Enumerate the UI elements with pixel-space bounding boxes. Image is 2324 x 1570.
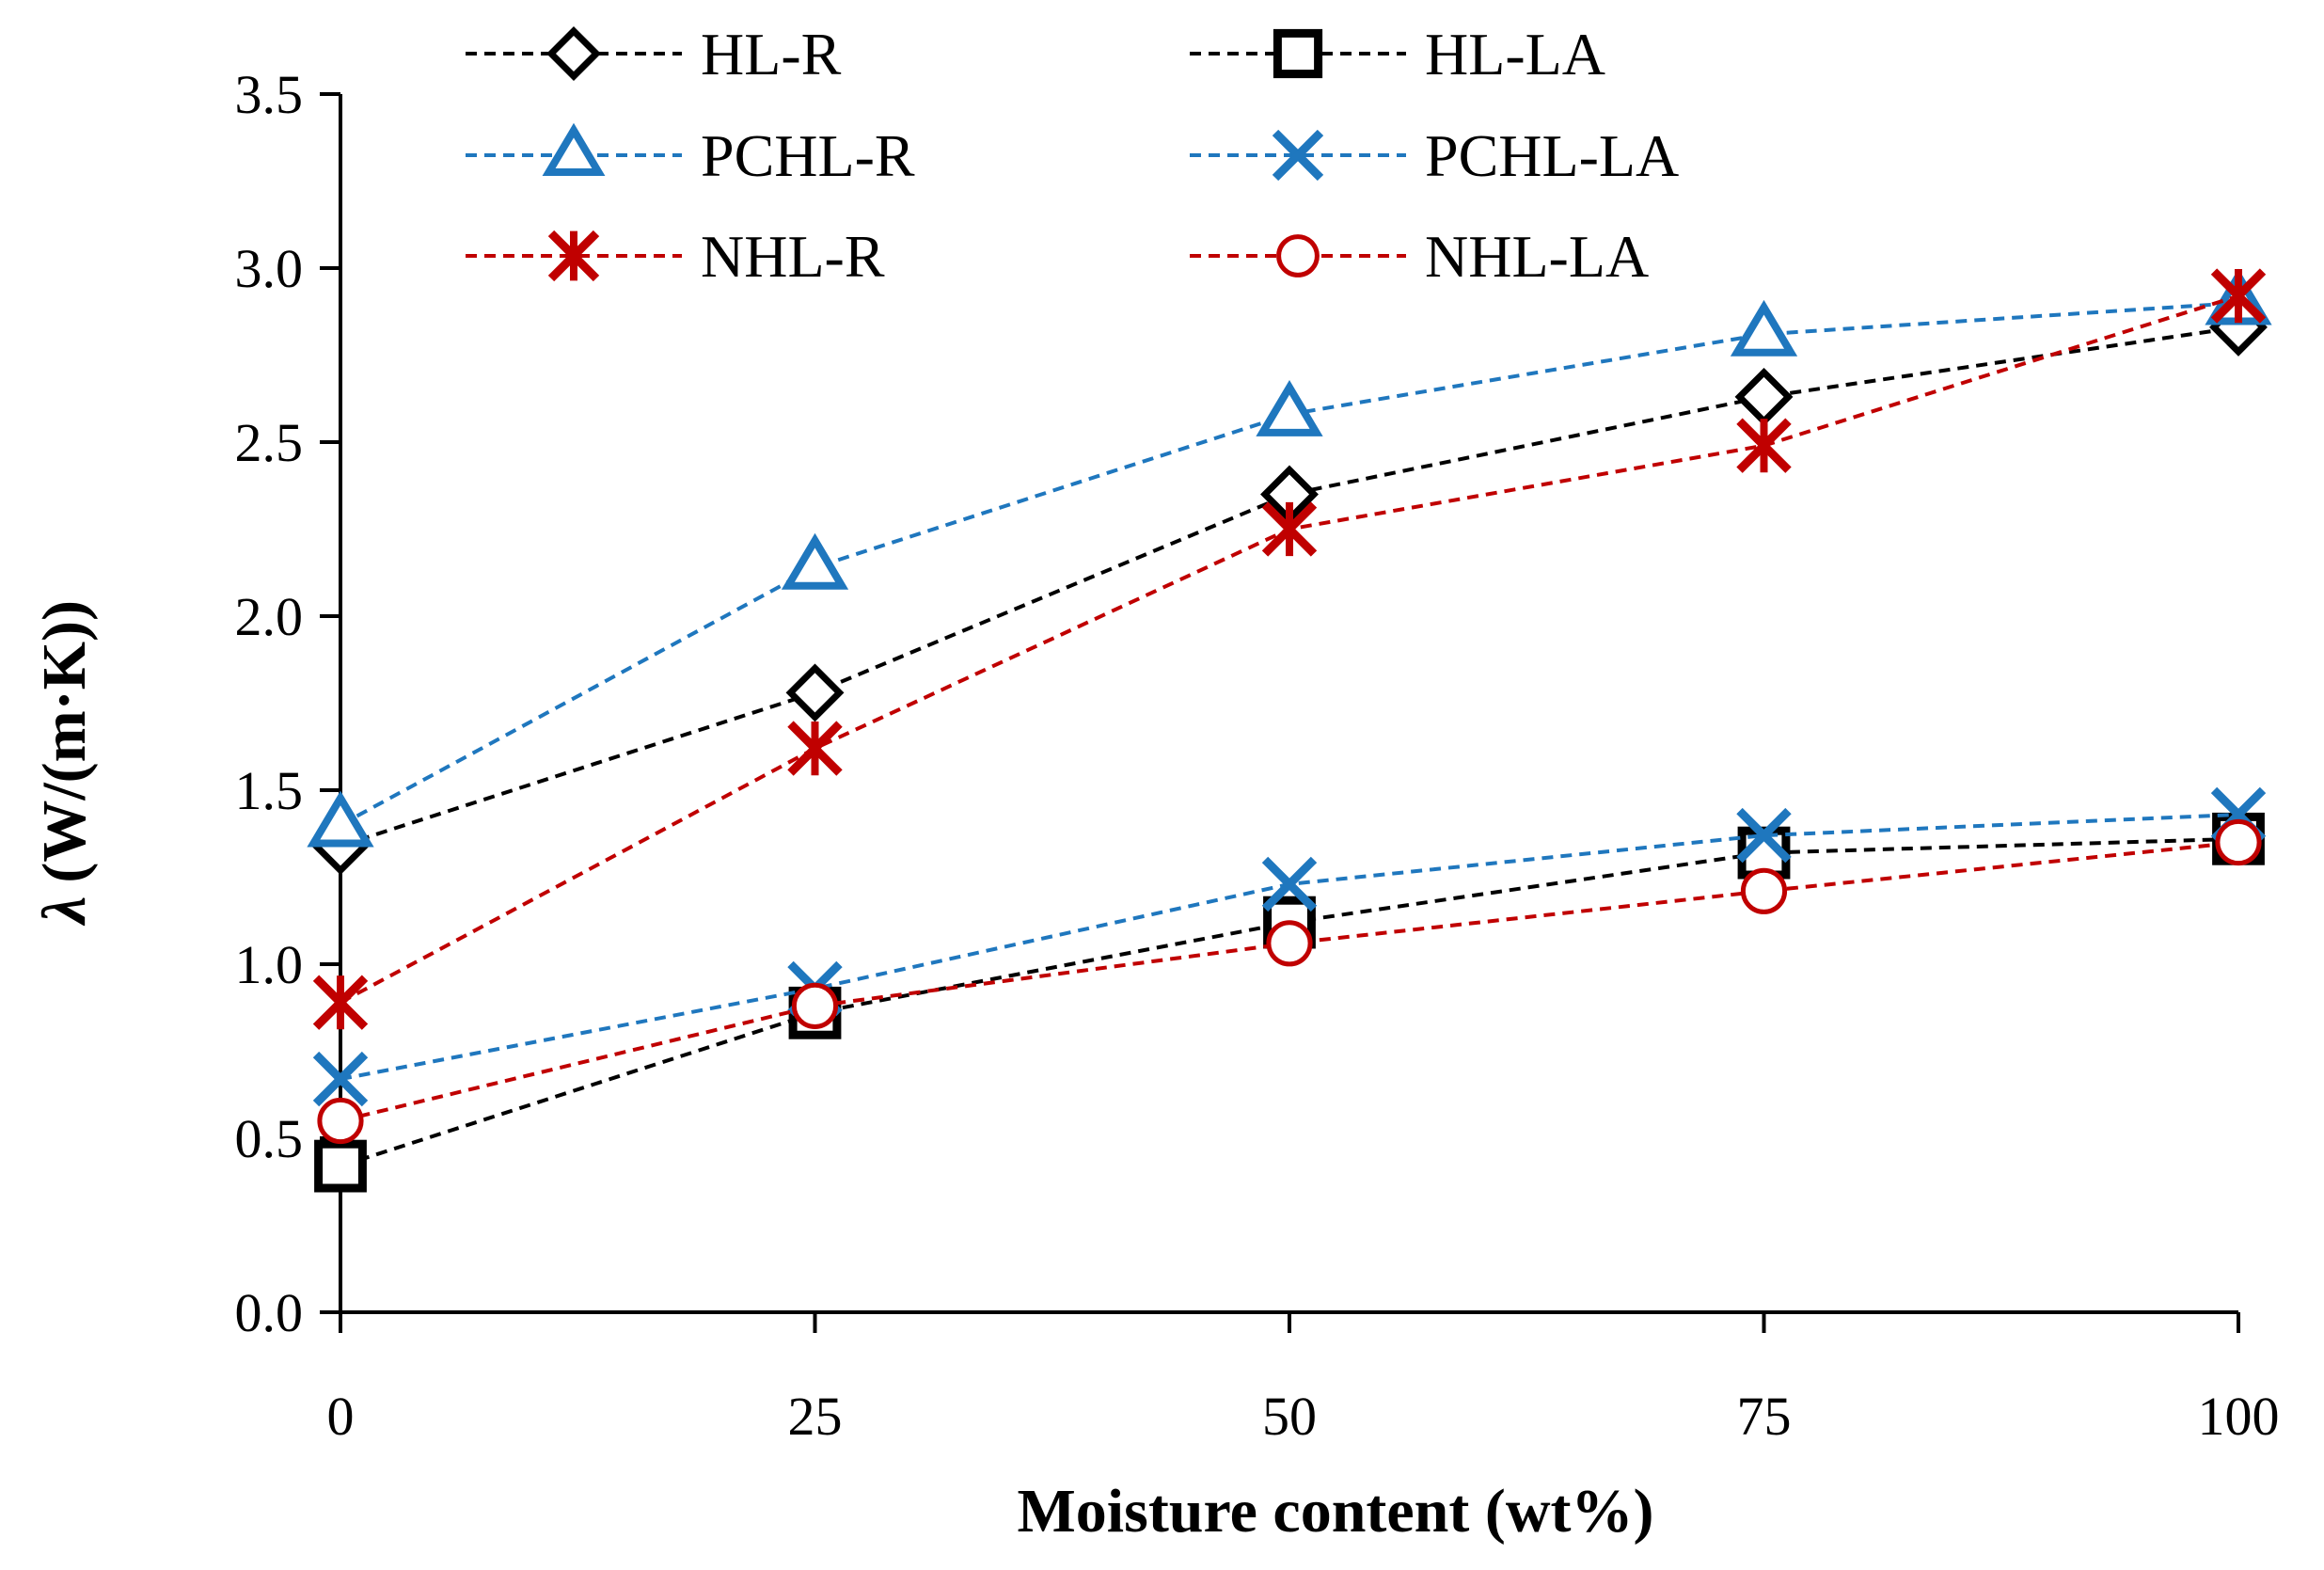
legend: HL-R HL-LA PCHL-R PCHL-LA NHL-R NHL-LA — [466, 21, 1679, 290]
legend-item-nhl-la: NHL-LA — [1190, 223, 1649, 290]
data-point-pchl-r — [1256, 379, 1323, 436]
legend-item-hl-la: HL-LA — [1190, 21, 1605, 87]
series-hl-la — [314, 812, 2265, 1193]
y-axis-title-unit: (W/(m·K)) — [30, 600, 99, 883]
legend-label: HL-R — [701, 21, 842, 87]
legend-item-pchl-r: PCHL-R — [466, 122, 915, 189]
legend-marker — [1272, 129, 1324, 182]
y-tick-label: 0.5 — [235, 1108, 304, 1169]
legend-marker — [542, 122, 606, 176]
data-point-hl-r — [785, 663, 845, 722]
legend-item-hl-r: HL-R — [466, 21, 842, 87]
data-point-pchl-r — [781, 532, 849, 590]
data-point-nhl-r — [1736, 418, 1792, 473]
y-tick-label: 3.0 — [235, 238, 304, 299]
data-point-pchl-la — [1261, 856, 1318, 912]
series-pchl-r — [307, 268, 2272, 848]
y-tick-label: 3.5 — [235, 64, 304, 125]
x-tick-label: 50 — [1262, 1386, 1317, 1447]
y-tick-label: 1.5 — [235, 760, 304, 821]
data-point-nhl-la — [317, 1097, 364, 1145]
series-line-hl-r — [340, 325, 2239, 848]
data-point-nhl-r — [787, 721, 843, 776]
data-point-nhl-r — [2210, 268, 2267, 324]
y-axis-title: λ (W/(m·K)) — [30, 600, 99, 927]
x-tick-label: 75 — [1737, 1386, 1792, 1447]
data-point-nhl-la — [1266, 920, 1313, 967]
y-axis-title-symbol: λ — [30, 896, 99, 927]
data-point-pchl-la — [312, 1051, 369, 1107]
legend-marker — [1276, 234, 1320, 278]
x-tick-label: 100 — [2198, 1386, 2280, 1447]
y-tick-label: 1.0 — [235, 934, 304, 995]
legend-label: PCHL-LA — [1425, 122, 1679, 189]
data-point-nhl-la — [1740, 867, 1788, 914]
data-point-nhl-r — [312, 975, 369, 1030]
data-point-nhl-la — [791, 982, 839, 1030]
data-point-pchl-r — [307, 790, 374, 848]
legend-label: NHL-LA — [1425, 223, 1649, 290]
legend-marker — [546, 26, 601, 81]
series-nhl-la — [317, 818, 2262, 1145]
legend-item-pchl-la: PCHL-LA — [1190, 122, 1679, 189]
y-tick-label: 0.0 — [235, 1282, 304, 1343]
legend-marker — [1273, 28, 1323, 79]
x-tick-label: 25 — [788, 1386, 843, 1447]
data-point-hl-r — [1734, 367, 1794, 426]
legend-label: HL-LA — [1425, 21, 1605, 87]
legend-marker — [547, 230, 600, 282]
legend-item-nhl-r: NHL-R — [466, 223, 885, 290]
data-point-pchl-la — [1736, 807, 1792, 864]
y-tick-label: 2.5 — [235, 412, 304, 473]
legend-label: PCHL-R — [701, 122, 915, 189]
x-tick-label: 0 — [327, 1386, 355, 1447]
axes: 0.0 0.5 1.0 1.5 2.0 2.5 3.0 3.5 0 25 50 75 100 — [235, 64, 2280, 1447]
data-point-pchl-r — [1730, 299, 1798, 357]
y-tick-label: 2.0 — [235, 586, 304, 647]
data-point-hl-la — [314, 1139, 367, 1193]
x-axis-title: Moisture content (wt%) — [1018, 1477, 1654, 1546]
series-nhl-r — [312, 268, 2267, 1030]
series-layer — [307, 268, 2272, 1193]
data-point-nhl-la — [2215, 818, 2262, 866]
data-point-nhl-r — [1261, 501, 1318, 557]
legend-label: NHL-R — [701, 223, 885, 290]
